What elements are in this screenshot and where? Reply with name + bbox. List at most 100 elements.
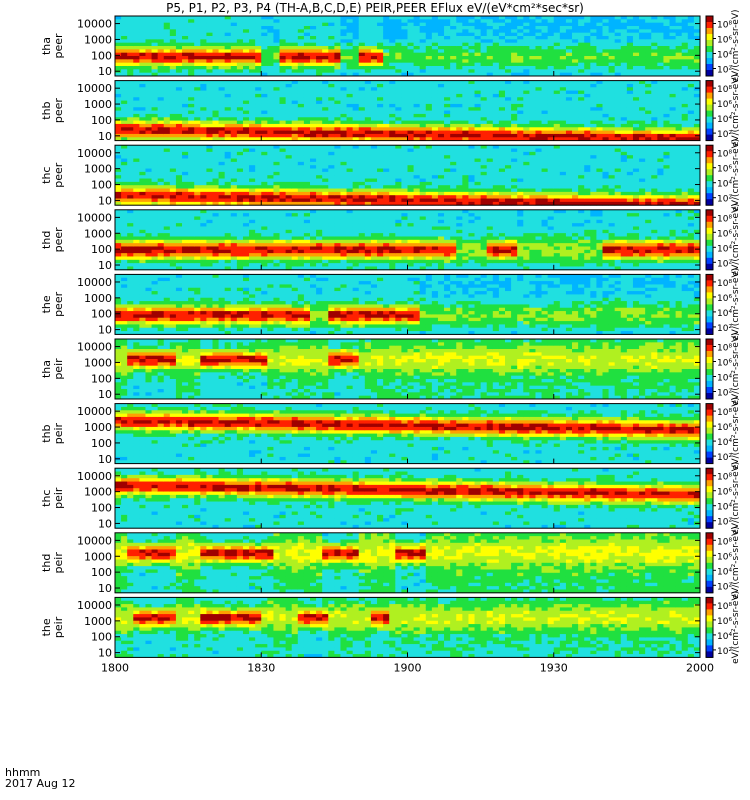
heatmap-cell — [151, 133, 159, 138]
heatmap-cell — [535, 42, 542, 47]
heatmap-cell — [352, 185, 360, 189]
heatmap-cell — [505, 133, 512, 138]
heatmap-cell — [401, 90, 408, 95]
heatmap-cell — [620, 80, 628, 85]
heatmap-cell — [169, 120, 177, 125]
heatmap-cell — [456, 29, 463, 34]
heatmap-cell — [267, 87, 274, 91]
heatmap-cell — [127, 72, 134, 77]
heatmap-cell — [480, 110, 488, 115]
heatmap-cell — [511, 185, 518, 189]
heatmap-cell — [389, 29, 396, 34]
heatmap-cell — [675, 29, 683, 34]
heatmap-cell — [133, 120, 140, 125]
heatmap-cell — [553, 148, 561, 153]
heatmap-cell — [419, 137, 427, 141]
heatmap-cell — [115, 168, 122, 173]
heatmap-cell — [121, 113, 128, 118]
heatmap-cell — [645, 110, 652, 115]
heatmap-cell — [480, 188, 488, 193]
heatmap-cell — [425, 188, 433, 193]
heatmap-cell — [115, 39, 122, 44]
heatmap-cell — [535, 26, 542, 30]
heatmap-cell — [511, 120, 518, 125]
heatmap-cell — [584, 26, 591, 30]
heatmap-cell — [285, 100, 293, 105]
heatmap-cell — [267, 46, 274, 50]
heatmap-cell — [218, 83, 226, 88]
heatmap-cell — [370, 151, 378, 156]
colorbar-swatch — [706, 109, 713, 111]
heatmap-cell — [261, 161, 268, 166]
heatmap-cell — [352, 155, 360, 159]
heatmap-cell — [139, 120, 146, 125]
heatmap-cell — [175, 36, 183, 40]
colorbar-tick-label: 10⁴ — [717, 51, 732, 61]
heatmap-cell — [389, 127, 396, 131]
heatmap-cell — [115, 29, 122, 34]
heatmap-cell — [651, 29, 658, 34]
heatmap-cell — [572, 66, 579, 70]
heatmap-cell — [364, 32, 372, 37]
heatmap-cell — [334, 36, 341, 40]
heatmap-cell — [279, 155, 287, 159]
heatmap-cell — [377, 87, 384, 91]
heatmap-cell — [584, 168, 591, 173]
heatmap-cell — [444, 97, 451, 101]
heatmap-cell — [444, 117, 451, 121]
heatmap-cell — [364, 62, 372, 67]
heatmap-cell — [157, 155, 165, 159]
heatmap-cell — [230, 97, 238, 101]
heatmap-cell — [553, 113, 561, 118]
heatmap-cell — [486, 137, 494, 141]
heatmap-cell — [273, 39, 280, 44]
heatmap-cell — [425, 117, 433, 121]
heatmap-cell — [255, 29, 262, 34]
heatmap-cell — [127, 90, 134, 95]
heatmap-cell — [285, 107, 293, 111]
heatmap-cell — [218, 72, 226, 77]
heatmap-cell — [328, 161, 335, 166]
heatmap-cell — [693, 97, 701, 101]
heatmap-cell — [389, 198, 396, 203]
heatmap-cell — [224, 181, 232, 186]
heatmap-cell — [492, 100, 500, 105]
heatmap-cell — [236, 97, 244, 101]
heatmap-cell — [383, 148, 390, 153]
heatmap-cell — [498, 168, 506, 173]
heatmap-cell — [328, 117, 335, 121]
heatmap-cell — [383, 97, 390, 101]
heatmap-cell — [279, 80, 287, 85]
heatmap-cell — [145, 66, 152, 70]
heatmap-cell — [316, 83, 323, 88]
heatmap-cell — [565, 195, 573, 199]
heatmap-cell — [157, 161, 165, 166]
heatmap-cell — [535, 110, 542, 115]
heatmap-cell — [468, 148, 475, 153]
heatmap-cell — [669, 97, 677, 101]
heatmap-cell — [273, 22, 280, 27]
heatmap-cell — [578, 178, 585, 183]
heatmap-cell — [413, 36, 421, 40]
heatmap-cell — [590, 133, 597, 138]
heatmap-cell — [614, 26, 622, 30]
heatmap-cell — [188, 158, 195, 163]
heatmap-cell — [163, 66, 171, 70]
heatmap-cell — [273, 26, 280, 30]
heatmap-cell — [535, 39, 542, 44]
heatmap-cell — [529, 161, 536, 166]
heatmap-cell — [377, 161, 384, 166]
heatmap-cell — [364, 188, 372, 193]
heatmap-cell — [511, 93, 518, 98]
heatmap-cell — [608, 93, 616, 98]
heatmap-cell — [224, 130, 232, 135]
heatmap-cell — [675, 80, 683, 85]
heatmap-cell — [572, 123, 579, 128]
heatmap-cell — [517, 148, 524, 153]
heatmap-cell — [462, 32, 469, 37]
heatmap-cell — [310, 171, 317, 176]
heatmap-cell — [541, 161, 549, 166]
heatmap-cell — [596, 26, 603, 30]
heatmap-cell — [267, 117, 274, 121]
heatmap-cell — [498, 178, 506, 183]
